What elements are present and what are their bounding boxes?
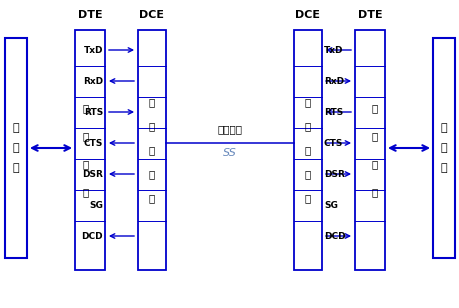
Bar — [75, 30, 105, 270]
Text: 调: 调 — [304, 97, 310, 107]
Text: 口: 口 — [370, 131, 377, 141]
Text: DSR: DSR — [323, 169, 344, 179]
Text: 专用线路: 专用线路 — [217, 124, 242, 134]
Text: DCD: DCD — [81, 232, 103, 241]
Text: 制: 制 — [149, 121, 155, 131]
Text: TxD: TxD — [323, 46, 343, 55]
Text: 路: 路 — [82, 187, 89, 197]
Text: RTS: RTS — [84, 107, 103, 116]
Text: 算: 算 — [440, 143, 446, 153]
Text: DTE: DTE — [78, 10, 102, 20]
Text: CTS: CTS — [323, 139, 342, 148]
Text: DCD: DCD — [323, 232, 345, 241]
Text: 电: 电 — [82, 159, 89, 169]
Bar — [293, 30, 321, 270]
Text: 接: 接 — [370, 103, 377, 113]
Text: 器: 器 — [304, 193, 310, 203]
Text: 解: 解 — [304, 145, 310, 155]
Text: 调: 调 — [149, 169, 155, 179]
Text: RTS: RTS — [323, 107, 342, 116]
Text: DCE: DCE — [295, 10, 320, 20]
Text: 器: 器 — [149, 193, 155, 203]
Text: TxD: TxD — [84, 46, 103, 55]
Text: 口: 口 — [82, 131, 89, 141]
Text: DCE: DCE — [139, 10, 164, 20]
Text: 计: 计 — [13, 123, 19, 133]
Text: RxD: RxD — [323, 76, 343, 86]
Text: 算: 算 — [13, 143, 19, 153]
Bar — [5, 38, 27, 258]
Text: 调: 调 — [304, 169, 310, 179]
Text: 解: 解 — [149, 145, 155, 155]
Text: 机: 机 — [440, 163, 446, 173]
Text: SS: SS — [223, 148, 236, 158]
Text: SG: SG — [89, 201, 103, 209]
Text: DTE: DTE — [357, 10, 381, 20]
Text: RxD: RxD — [83, 76, 103, 86]
Text: 路: 路 — [370, 187, 377, 197]
Text: 机: 机 — [13, 163, 19, 173]
Text: DSR: DSR — [82, 169, 103, 179]
Bar — [138, 30, 166, 270]
Text: 电: 电 — [370, 159, 377, 169]
Bar — [354, 30, 384, 270]
Bar — [432, 38, 454, 258]
Text: 计: 计 — [440, 123, 446, 133]
Text: CTS: CTS — [84, 139, 103, 148]
Text: 调: 调 — [149, 97, 155, 107]
Text: 接: 接 — [82, 103, 89, 113]
Text: SG: SG — [323, 201, 337, 209]
Text: 制: 制 — [304, 121, 310, 131]
